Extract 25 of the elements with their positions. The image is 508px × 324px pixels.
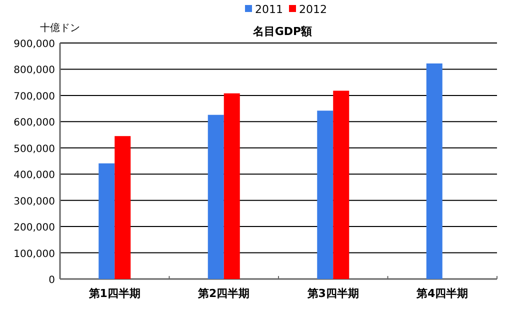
y-tick-label: 200,000 (14, 222, 55, 234)
bar (333, 90, 350, 279)
y-tick-label: 0 (48, 275, 55, 286)
bar (426, 63, 442, 279)
y-tick-label: 900,000 (14, 39, 55, 50)
y-tick-label: 300,000 (14, 196, 55, 208)
bar (114, 136, 131, 279)
legend-label: 2011 (255, 3, 283, 16)
y-tick-label: 600,000 (14, 118, 55, 129)
bar (317, 110, 334, 279)
y-tick-label: 100,000 (14, 248, 55, 260)
chart-title: 名目GDP額 (252, 25, 312, 38)
bar (224, 93, 240, 279)
x-tick-label: 第1四半期 (88, 287, 140, 300)
y-tick-label: 400,000 (14, 170, 55, 182)
y-axis-title: 十億ドン (40, 22, 80, 34)
y-tick-label: 700,000 (14, 91, 55, 102)
legend-label: 2012 (299, 3, 327, 16)
y-tick-label: 500,000 (14, 144, 55, 155)
y-tick-label: 800,000 (14, 65, 55, 76)
x-tick-label: 第3四半期 (306, 287, 359, 300)
bar (98, 163, 115, 279)
x-tick-label: 第4四半期 (416, 287, 468, 300)
bar (208, 114, 224, 279)
x-tick-label: 第2四半期 (197, 287, 250, 300)
